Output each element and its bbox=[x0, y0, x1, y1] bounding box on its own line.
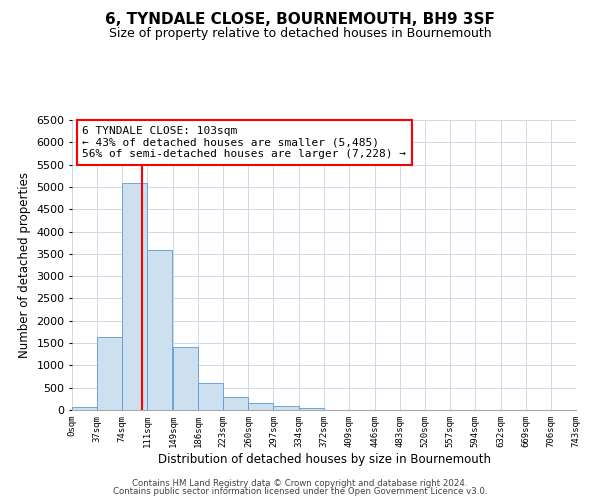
Bar bbox=[198, 383, 223, 410]
Text: Size of property relative to detached houses in Bournemouth: Size of property relative to detached ho… bbox=[109, 28, 491, 40]
Text: Contains public sector information licensed under the Open Government Licence v3: Contains public sector information licen… bbox=[113, 487, 487, 496]
Y-axis label: Number of detached properties: Number of detached properties bbox=[17, 172, 31, 358]
Bar bbox=[173, 346, 198, 410]
Bar bbox=[147, 250, 172, 410]
Bar bbox=[223, 396, 248, 410]
Text: Contains HM Land Registry data © Crown copyright and database right 2024.: Contains HM Land Registry data © Crown c… bbox=[132, 478, 468, 488]
X-axis label: Distribution of detached houses by size in Bournemouth: Distribution of detached houses by size … bbox=[157, 452, 491, 466]
Bar bbox=[97, 338, 122, 410]
Text: 6, TYNDALE CLOSE, BOURNEMOUTH, BH9 3SF: 6, TYNDALE CLOSE, BOURNEMOUTH, BH9 3SF bbox=[105, 12, 495, 28]
Bar bbox=[122, 184, 147, 410]
Bar bbox=[248, 404, 274, 410]
Text: 6 TYNDALE CLOSE: 103sqm
← 43% of detached houses are smaller (5,485)
56% of semi: 6 TYNDALE CLOSE: 103sqm ← 43% of detache… bbox=[82, 126, 406, 159]
Bar bbox=[274, 406, 299, 410]
Bar bbox=[299, 408, 323, 410]
Bar bbox=[72, 408, 97, 410]
